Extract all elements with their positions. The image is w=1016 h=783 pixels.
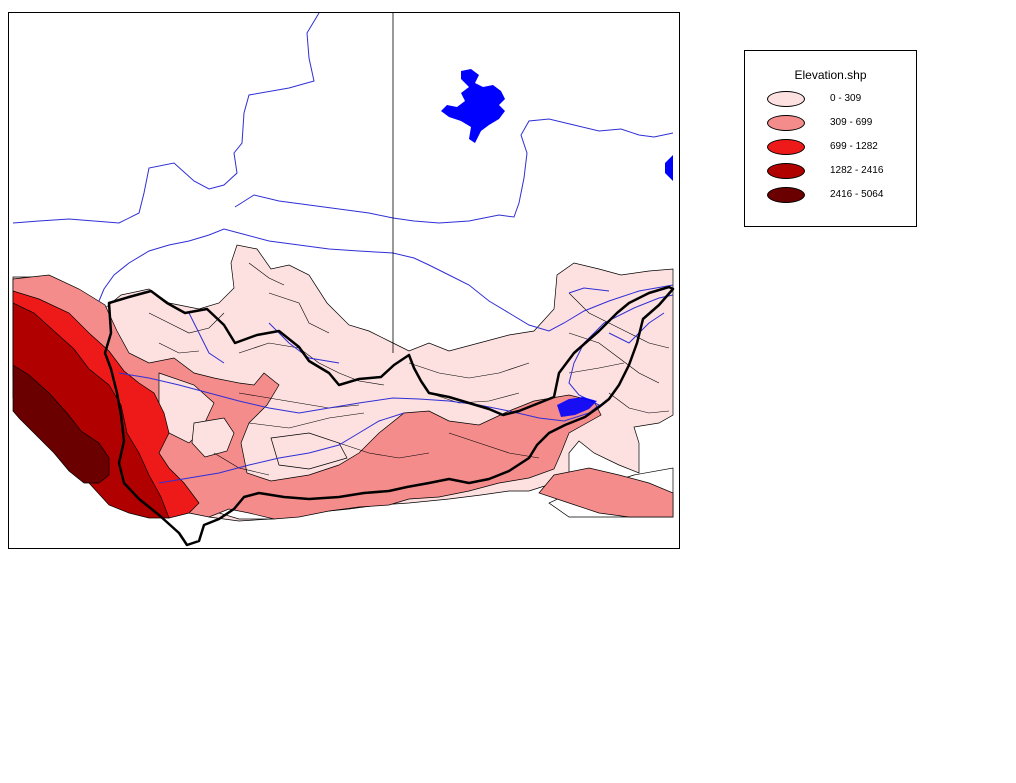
legend-title: Elevation.shp	[794, 68, 867, 82]
legend-label: 2416 - 5064	[830, 189, 884, 200]
lake-north	[441, 69, 505, 143]
lake-layer	[441, 69, 673, 417]
legend-item-class-4: 1282 - 2416	[767, 163, 907, 181]
legend-swatch	[767, 187, 805, 203]
legend-swatch	[767, 115, 805, 131]
legend-item-class-5: 2416 - 5064	[767, 187, 907, 205]
legend-item-class-2: 309 - 699	[767, 115, 907, 133]
river-south	[158, 412, 405, 484]
legend-label: 1282 - 2416	[830, 165, 884, 176]
legend-item-class-3: 699 - 1282	[767, 139, 907, 157]
boundary-layer	[103, 285, 675, 547]
river-north-1	[12, 13, 320, 224]
legend-item-class-1: 0 - 309	[767, 91, 907, 109]
legend-swatch	[767, 163, 805, 179]
basin-boundary	[103, 285, 675, 547]
legend-swatch	[767, 139, 805, 155]
river-north-2	[234, 118, 674, 224]
lake-river-segment	[557, 397, 597, 417]
river-west	[98, 228, 674, 332]
legend-label: 309 - 699	[830, 117, 873, 128]
map-frame[interactable]	[8, 12, 680, 549]
legend: Elevation.shp 0 - 309 309 - 699 699 - 12…	[744, 50, 917, 227]
map-canvas[interactable]	[9, 13, 680, 549]
lake-east-edge	[665, 155, 673, 181]
legend-label: 699 - 1282	[830, 141, 878, 152]
legend-swatch	[767, 91, 805, 107]
legend-label: 0 - 309	[830, 93, 862, 104]
elevation-zone-extreme	[12, 364, 110, 484]
